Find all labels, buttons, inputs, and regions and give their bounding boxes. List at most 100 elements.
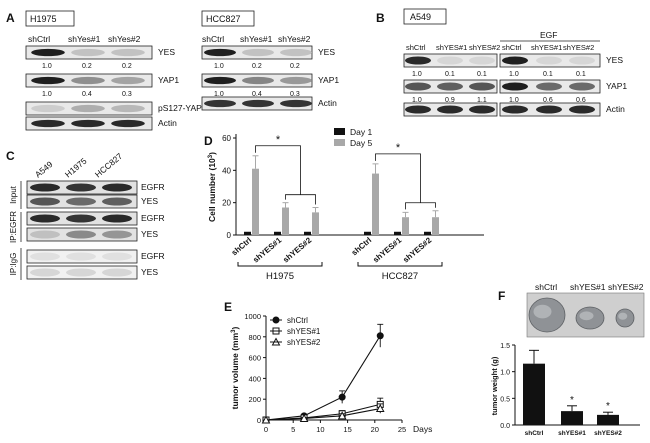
group-label: Input [9, 185, 18, 204]
y-axis-label-end: ) [230, 326, 240, 329]
y-axis-label-main: Cell number (10 [207, 158, 217, 222]
band [71, 48, 105, 57]
data-point [337, 411, 347, 420]
y-axis-label-sup: 3 [231, 329, 237, 333]
band [66, 252, 96, 261]
band [66, 183, 96, 192]
blot-row-label: EGFR [141, 251, 165, 261]
panel-letter-a: A [6, 11, 15, 25]
y-axis-label-sup: 3 [208, 154, 214, 158]
legend-label: shCtrl [287, 316, 308, 325]
band [536, 56, 562, 65]
lane-label: shCtrl [406, 43, 426, 52]
y-tick-label: 60 [222, 134, 231, 143]
quant-value: 1.0 [214, 63, 224, 70]
band [242, 48, 274, 57]
bar-day-1 [274, 231, 281, 235]
legend-swatch [334, 128, 345, 135]
lane-label: shYES#1 [531, 43, 562, 52]
band [405, 82, 431, 91]
band [66, 197, 96, 206]
significance-star: * [276, 134, 281, 146]
band [502, 82, 528, 91]
band [30, 268, 60, 277]
group-bracket [357, 262, 443, 267]
bar-day-5 [252, 168, 259, 235]
group-bracket [237, 262, 323, 267]
quant-value: 0.2 [122, 63, 132, 70]
group-label: IP:IgG [9, 253, 18, 276]
data-point [376, 332, 384, 340]
data-point [261, 415, 271, 424]
band [71, 119, 105, 128]
band [31, 104, 65, 113]
y-tick-label: 0.5 [500, 396, 510, 403]
band [437, 56, 463, 65]
quant-value: 1.0 [42, 91, 52, 98]
quant-value: 0.6 [543, 97, 553, 104]
panel-a: A H1975 shCtrl shYes#1 shYes#2 YES 1.0 0.2 0.2 YA… [6, 10, 339, 131]
band [111, 48, 145, 57]
band [569, 56, 595, 65]
bar-day-1 [364, 231, 371, 235]
legend-label: Day 5 [350, 138, 372, 148]
series-line [265, 335, 381, 421]
lane-label: HCC827 [93, 151, 125, 180]
band [569, 82, 595, 91]
category-label: shCtrl [230, 236, 253, 258]
category-label: shYES#2 [401, 235, 433, 264]
panel-c: C A549 H1975 HCC827 Input EGFR YES IP:EGFR EGFR Y… [6, 149, 165, 280]
blot-row-label: YAP1 [606, 81, 627, 91]
quant-value: 0.4 [82, 91, 92, 98]
quant-value: 1.0 [42, 63, 52, 70]
band [469, 56, 495, 65]
category-label: shCtrl [525, 430, 544, 437]
band [111, 104, 145, 113]
quant-value: 1.0 [509, 97, 519, 104]
band [111, 76, 145, 85]
x-tick-label: 15 [343, 425, 351, 434]
significance-star: * [396, 142, 401, 154]
blot-row-label: Actin [606, 104, 625, 114]
category-label: shYES#2 [594, 430, 622, 437]
band [536, 82, 562, 91]
panel-letter-f: F [498, 289, 505, 303]
band [31, 119, 65, 128]
data-point [375, 404, 385, 413]
quant-value: 0.2 [252, 63, 262, 70]
tumor-image-label: shYES#2 [608, 282, 644, 292]
quant-value: 0.3 [122, 91, 132, 98]
y-axis-label: tumor weight (g) [490, 356, 499, 415]
band [30, 214, 60, 223]
bar-day-1 [394, 231, 401, 235]
cell-line-box [403, 8, 447, 25]
y-axis-label: Cell number (103) [207, 152, 217, 222]
quant-value: 1.0 [509, 71, 519, 78]
quant-value: 0.3 [290, 91, 300, 98]
band [280, 76, 312, 85]
y-axis-label-end: ) [207, 152, 217, 155]
bar-day-5 [372, 173, 379, 235]
tumor-highlight [533, 304, 552, 319]
blot-row-label: YES [141, 229, 158, 239]
quant-value: 0.1 [477, 71, 487, 78]
blot-row-label: pS127-YAP [158, 103, 202, 113]
y-tick-label: 1.5 [500, 343, 510, 350]
lane-label: shYes#1 [240, 34, 273, 44]
quant-value: 1.0 [412, 97, 422, 104]
lane-label: shYES#2 [469, 43, 500, 52]
band [102, 197, 132, 206]
bar-day-1 [244, 231, 251, 235]
band [71, 76, 105, 85]
series-line [265, 408, 381, 421]
band [102, 230, 132, 239]
y-tick-label: 600 [248, 354, 261, 363]
band [204, 76, 236, 85]
band [102, 214, 132, 223]
x-tick-label: 20 [371, 425, 379, 434]
cell-line-label: A549 [410, 12, 431, 22]
lane-label: shYES#2 [563, 43, 594, 52]
quant-value: 1.1 [477, 97, 487, 104]
band [242, 76, 274, 85]
